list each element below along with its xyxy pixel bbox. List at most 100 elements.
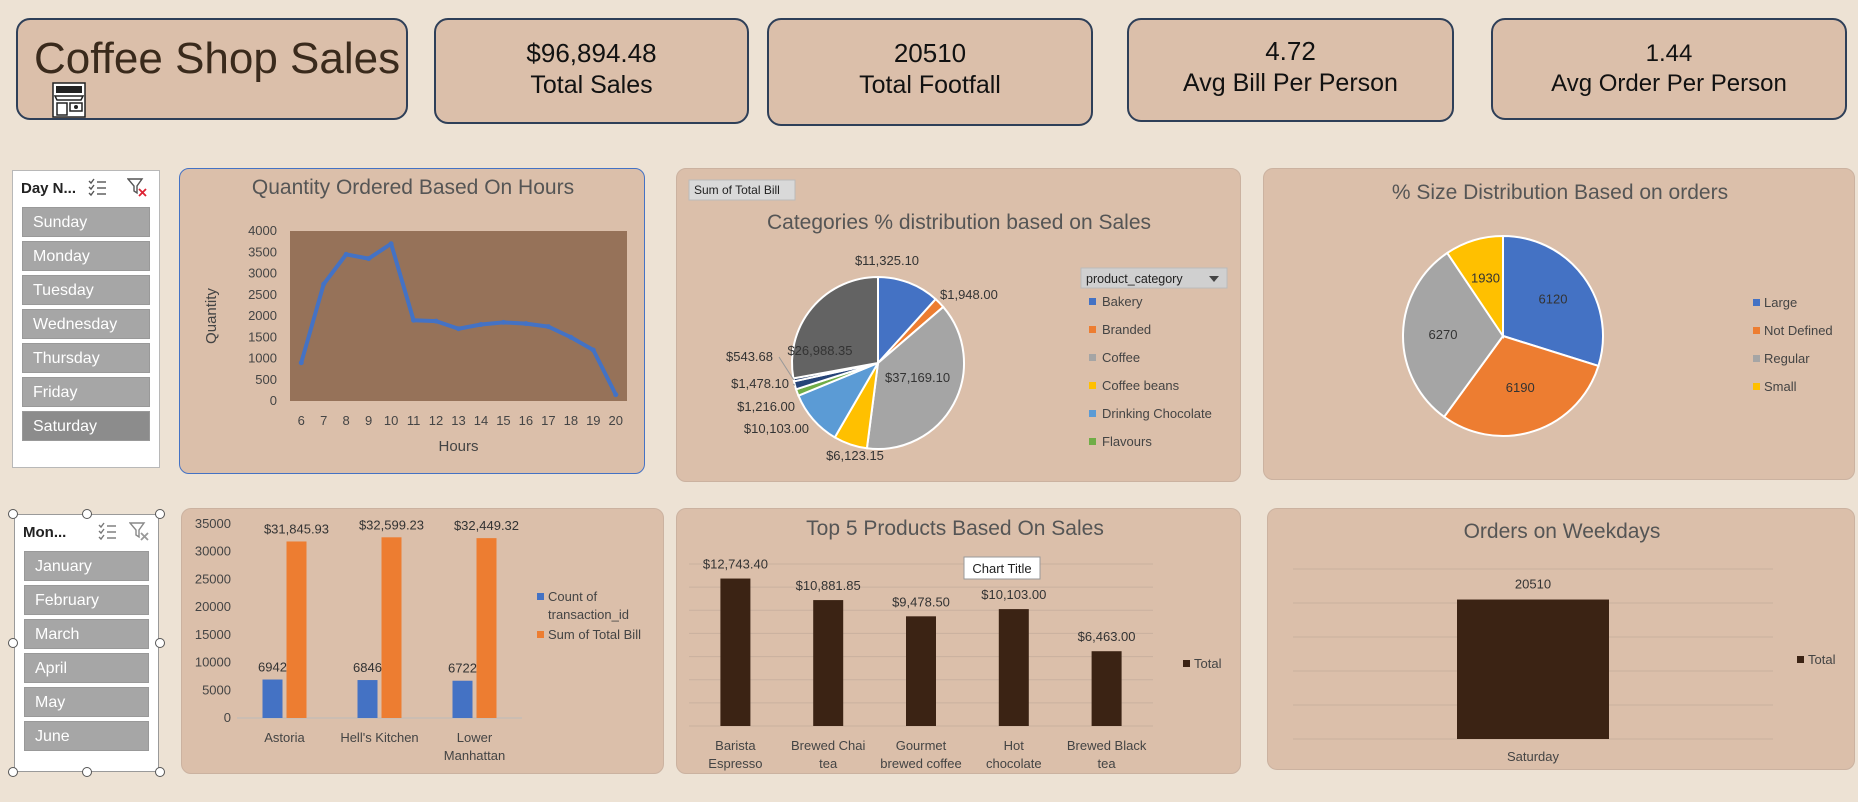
bar — [813, 600, 844, 726]
resize-handle[interactable] — [8, 638, 18, 648]
x-tick-label: 12 — [429, 413, 443, 428]
legend-swatch — [1089, 298, 1096, 305]
legend-label: Branded — [1102, 322, 1151, 337]
resize-handle[interactable] — [155, 638, 165, 648]
slicer-item-month[interactable]: February — [24, 585, 149, 615]
day-slicer[interactable]: Day N... Sunday Monday Tuesday Wednesday Thu… — [12, 170, 160, 468]
x-tick-label: 20 — [609, 413, 623, 428]
data-label: 1930 — [1471, 271, 1500, 286]
slicer-item-day[interactable]: Monday — [22, 241, 150, 271]
slicer-item-month[interactable]: January — [24, 551, 149, 581]
data-point — [613, 392, 619, 398]
pivot-field-label: Sum of Total Bill — [694, 183, 780, 197]
data-point — [568, 334, 574, 340]
pie-slice — [1402, 251, 1505, 419]
clear-filter-icon[interactable] — [129, 521, 149, 541]
y-tick-label: 1000 — [248, 351, 277, 366]
y-tick-label: 3000 — [248, 266, 277, 281]
data-point — [388, 241, 394, 247]
pie-slice — [865, 305, 965, 450]
resize-handle[interactable] — [155, 509, 165, 519]
slicer-item-day[interactable]: Saturday — [22, 411, 150, 441]
slicer-item-month[interactable]: March — [24, 619, 149, 649]
legend-swatch — [1089, 382, 1096, 389]
y-tick-label: 0 — [224, 710, 231, 725]
clear-filter-icon[interactable] — [127, 177, 147, 197]
x-tick-label: Gourmet — [896, 738, 947, 753]
resize-handle[interactable] — [8, 767, 18, 777]
leader-line — [778, 356, 795, 381]
x-tick-label: brewed coffee — [880, 756, 961, 771]
month-slicer[interactable]: Mon... January February March April May June — [14, 514, 159, 772]
slicer-item-day[interactable]: Thursday — [22, 343, 150, 373]
category-pie-panel[interactable]: Sum of Total Bill Categories % distributi… — [676, 168, 1241, 482]
multi-select-icon[interactable] — [87, 177, 107, 197]
legend-label: Sum of Total Bill — [548, 627, 641, 642]
tooltip — [963, 556, 1041, 580]
data-label: $1,948.00 — [940, 287, 998, 302]
slicer-item-day[interactable]: Wednesday — [22, 309, 150, 339]
y-tick-label: 25000 — [195, 571, 231, 586]
line-chart-panel[interactable]: Quantity Ordered Based On Hours 0 500 1000 1… — [179, 168, 645, 474]
y-tick-label: 30000 — [195, 544, 231, 559]
x-tick-label: Saturday — [1507, 749, 1560, 764]
resize-handle[interactable] — [155, 767, 165, 777]
bar — [1091, 651, 1122, 726]
y-tick-label: 1500 — [248, 329, 277, 344]
pie-slice — [1502, 234, 1604, 368]
resize-handle[interactable] — [8, 509, 18, 519]
resize-handle[interactable] — [82, 509, 92, 519]
multi-select-icon[interactable] — [97, 521, 117, 541]
data-point — [500, 319, 506, 325]
data-label: 6846 — [353, 660, 382, 675]
kpi-avg-order: 1.44 Avg Order Per Person — [1491, 18, 1847, 120]
data-label: $26,988.35 — [787, 343, 852, 358]
bar — [452, 680, 473, 718]
legend-swatch — [1753, 299, 1760, 306]
x-axis-label: Hours — [438, 438, 478, 455]
legend-label: Bakery — [1102, 294, 1143, 309]
pivot-field-button — [688, 179, 796, 201]
data-point — [366, 256, 372, 262]
x-tick-label: 10 — [384, 413, 398, 428]
x-tick-label: 16 — [519, 413, 533, 428]
bar — [381, 537, 402, 718]
slicer-item-day[interactable]: Friday — [22, 377, 150, 407]
x-tick-label: 15 — [496, 413, 510, 428]
data-point — [433, 318, 439, 324]
slicer-item-month[interactable]: April — [24, 653, 149, 683]
x-tick-label: chocolate — [986, 756, 1042, 771]
x-tick-label: 6 — [298, 413, 305, 428]
y-tick-label: 10000 — [195, 655, 231, 670]
slicer-item-month[interactable]: May — [24, 687, 149, 717]
top-products-panel[interactable]: Top 5 Products Based On Sales $12,743.40 B… — [676, 508, 1241, 774]
x-tick-label: 18 — [564, 413, 578, 428]
bar — [906, 616, 936, 726]
data-label: $11,325.10 — [855, 253, 919, 268]
legend-label: Small — [1764, 379, 1797, 394]
tooltip-text: Chart Title — [972, 561, 1031, 576]
data-label: 6942 — [258, 660, 287, 675]
size-pie-chart: % Size Distribution Based on orders 6120 6… — [1392, 181, 1833, 437]
slicer-item-month[interactable]: June — [24, 721, 149, 751]
plot-area — [290, 231, 627, 401]
store-bar-panel[interactable]: 0 5000 10000 15000 20000 25000 30000 35000 6942 $… — [181, 508, 664, 774]
resize-handle[interactable] — [82, 767, 92, 777]
data-label: $37,169.10 — [885, 370, 950, 385]
data-label: $31,845.93 — [264, 521, 329, 536]
filter-dropdown — [1080, 267, 1228, 289]
legend-swatch — [537, 593, 544, 600]
slicer-title: Mon... — [23, 524, 67, 541]
legend-swatch — [1089, 438, 1096, 445]
size-pie-panel[interactable]: % Size Distribution Based on orders 6120 6… — [1263, 168, 1855, 480]
pie-slice — [1442, 334, 1600, 437]
coffee-shop-icon — [52, 82, 86, 118]
kpi-label: Avg Bill Per Person — [1183, 69, 1398, 97]
x-tick-label: 9 — [365, 413, 372, 428]
weekday-orders-panel[interactable]: Orders on Weekdays 20510 Saturday Total — [1267, 508, 1855, 770]
x-tick-label: Astoria — [264, 730, 305, 745]
x-tick-label: 11 — [407, 413, 421, 428]
slicer-item-day[interactable]: Sunday — [22, 207, 150, 237]
slicer-item-day[interactable]: Tuesday — [22, 275, 150, 305]
data-label: $6,123.15 — [826, 448, 884, 463]
